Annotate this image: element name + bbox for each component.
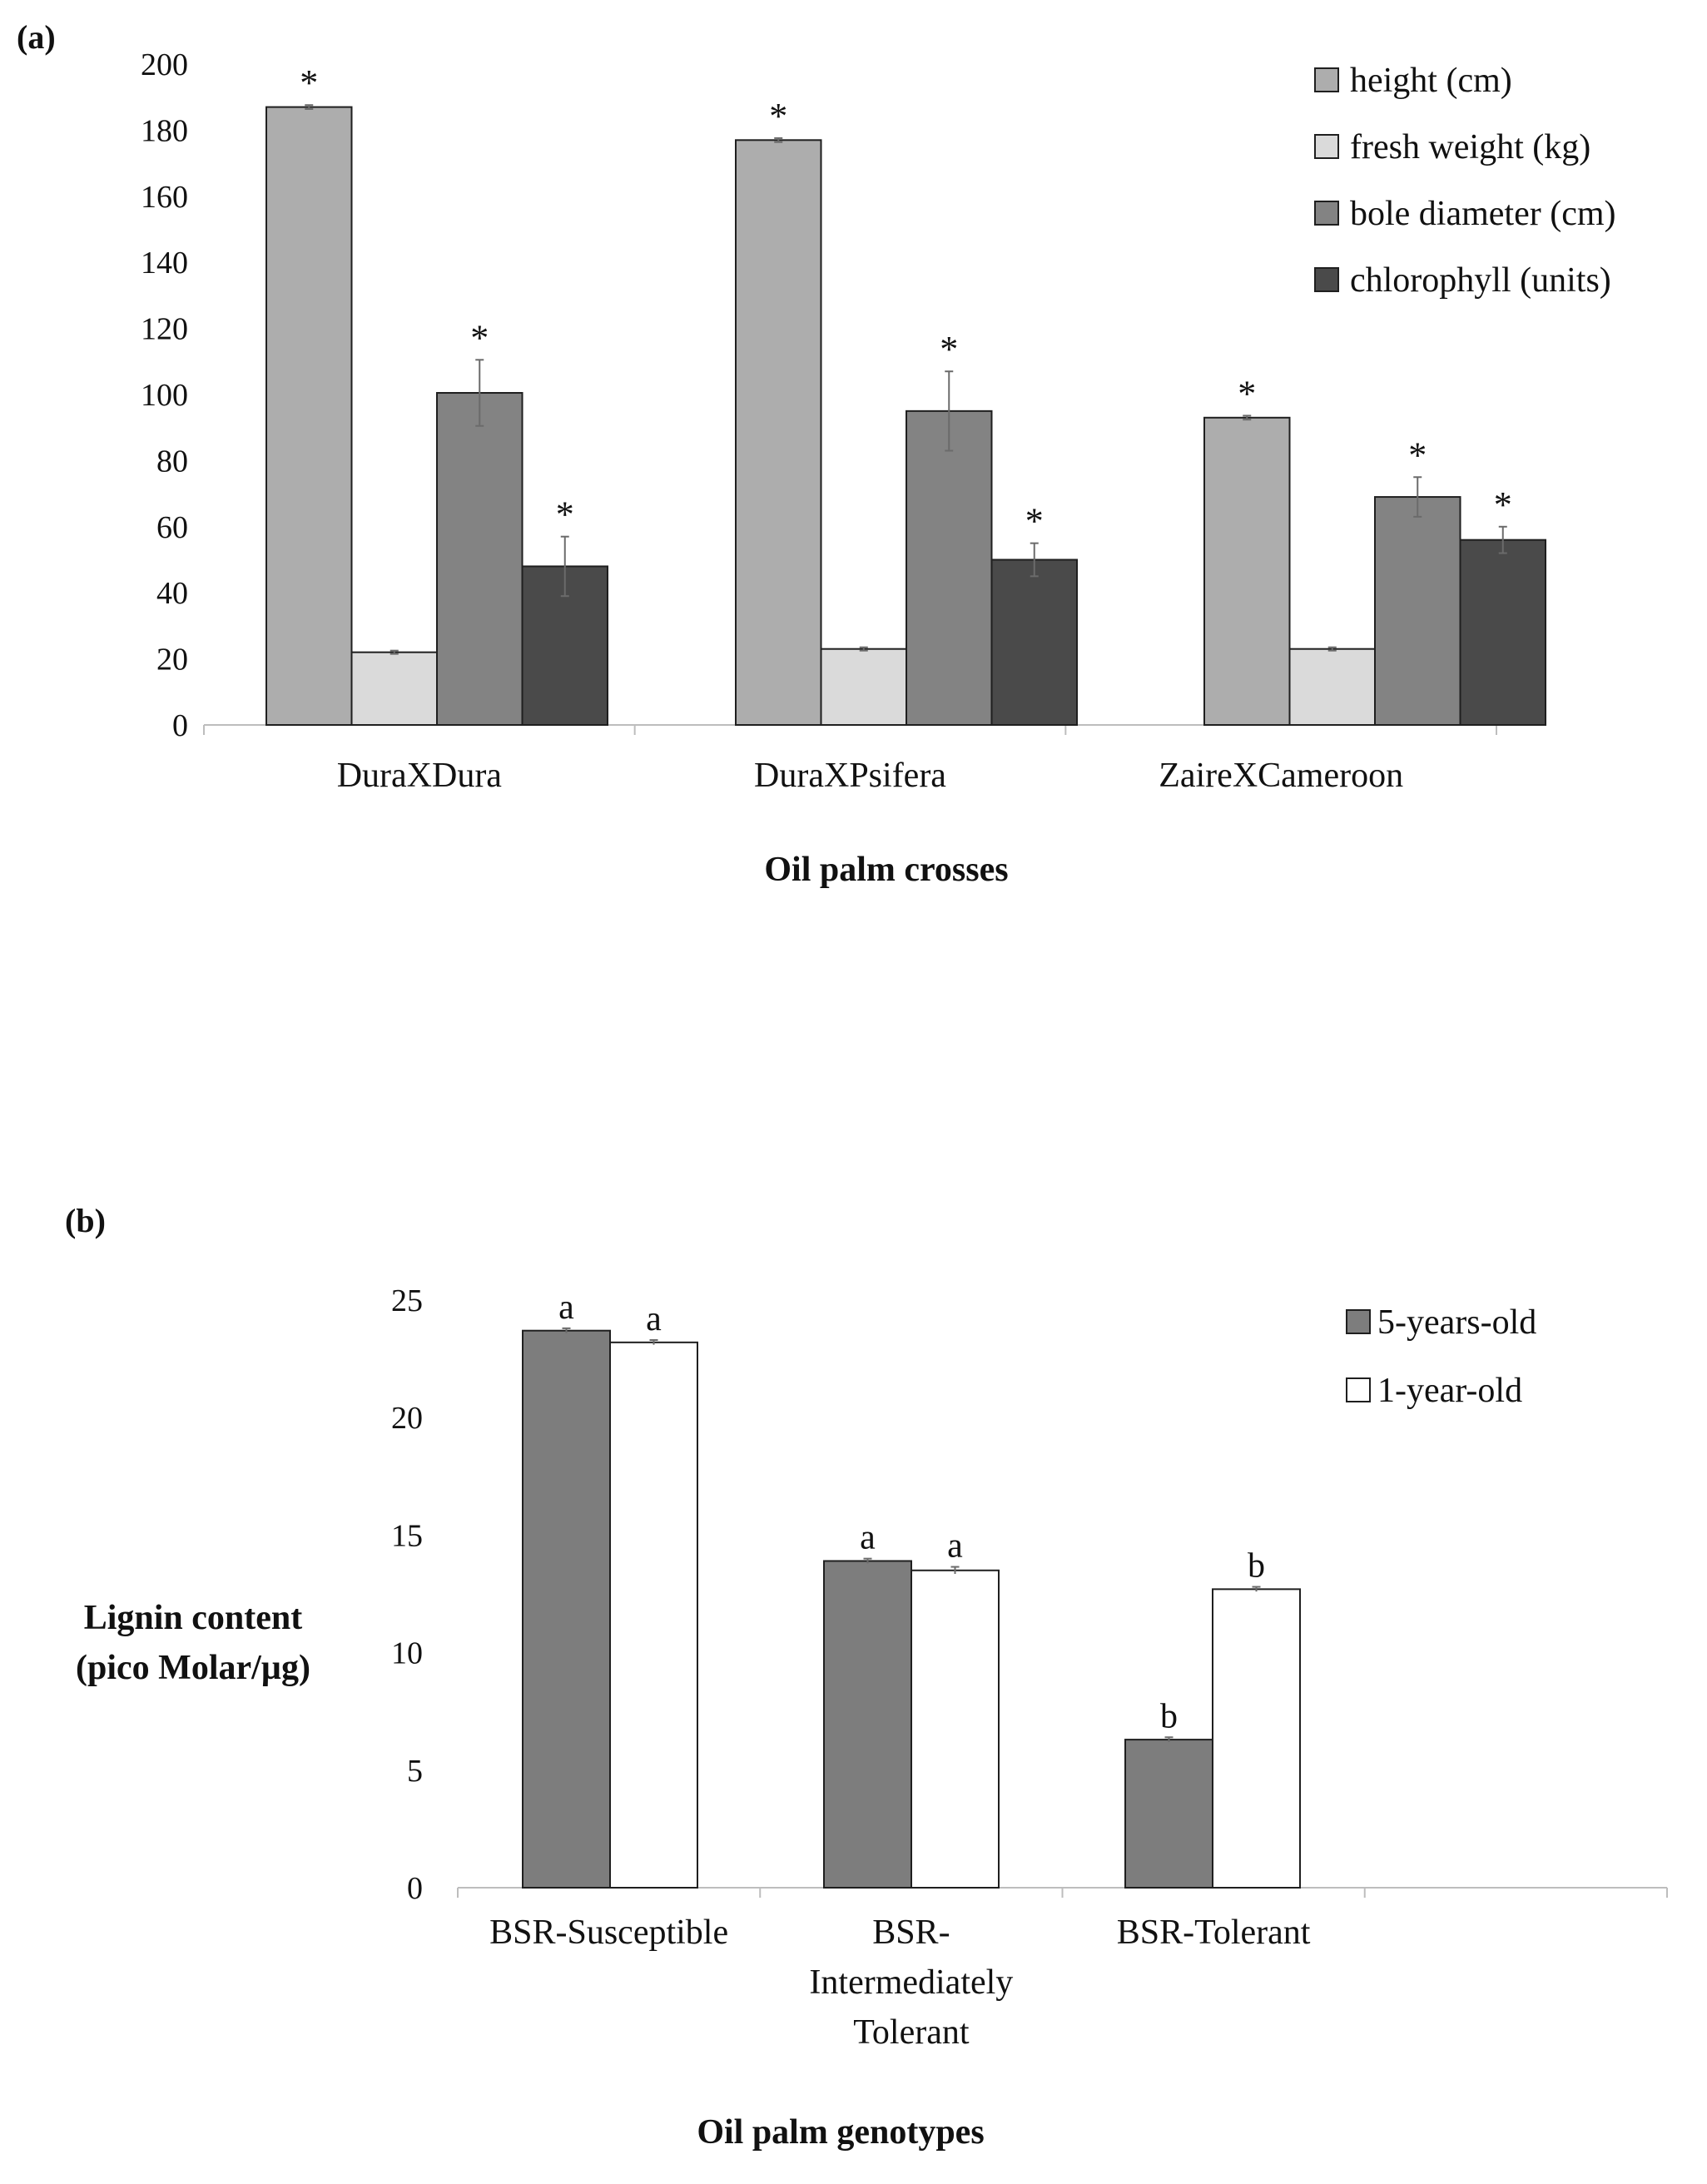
chart-a-y-tick-label: 40 [156, 576, 188, 611]
chart-b-bar [609, 1341, 698, 1889]
chart-a-bar [436, 392, 524, 726]
chart-a-y-tick-label: 60 [156, 510, 188, 545]
chart-b-significance-label: a [947, 1527, 963, 1566]
chart-b-bars: a a b a a b [522, 1288, 1301, 1889]
chart-b: (b) 0 5 10 15 20 25 BSR-Susceptible BSR- Interme… [65, 1202, 1668, 2152]
chart-b-category-label: Intermediately [809, 1963, 1013, 2002]
chart-a-significance-label: * [1408, 434, 1427, 475]
chart-a-significance-label: * [1025, 501, 1044, 542]
chart-a-legend-label: fresh weight (kg) [1350, 128, 1590, 166]
chart-a-legend-swatch [1314, 267, 1339, 292]
chart-a-y-tick-label: 160 [141, 180, 188, 215]
chart-a-axes: 0 20 40 60 80 100 120 140 160 180 200 DuraXDura Dura… [141, 47, 1497, 795]
chart-a-significance-label: * [769, 96, 787, 136]
chart-a-y-tick-label: 20 [156, 643, 188, 678]
chart-a-bar [1459, 539, 1546, 726]
chart-b-y-tick-label: 20 [391, 1401, 423, 1436]
chart-b-legend: 5-years-old 1-year-old [1346, 1303, 1536, 1410]
chart-b-legend-swatch [1346, 1377, 1371, 1402]
chart-b-legend-swatch [1346, 1309, 1371, 1334]
chart-a-y-tick-label: 120 [141, 312, 188, 347]
chart-a-bar [1288, 648, 1376, 726]
chart-a-legend-swatch [1314, 134, 1339, 159]
chart-a-bar [350, 651, 438, 726]
chart-a-x-axis-title: Oil palm crosses [764, 851, 1008, 889]
chart-a-y-tick-label: 100 [141, 378, 188, 413]
chart-a-category-label: DuraXPsifera [754, 757, 946, 795]
chart-a-significance-label: * [300, 62, 318, 103]
chart-b-bar [911, 1569, 1000, 1889]
panel-label-a: (a) [17, 18, 56, 56]
chart-b-significance-label: b [1248, 1547, 1265, 1586]
chart-b-category-label: BSR-Susceptible [489, 1913, 728, 1952]
chart-a-category-label: ZaireXCameroon [1159, 757, 1403, 795]
chart-a-bar [990, 558, 1078, 726]
chart-b-significance-label: a [558, 1288, 574, 1327]
chart-a-category-label: DuraXDura [337, 757, 503, 795]
chart-b-y-tick-label: 10 [391, 1636, 423, 1671]
chart-a-significance-label: * [1494, 484, 1512, 525]
chart-b-legend-label: 1-year-old [1377, 1372, 1522, 1410]
chart-a: (a) 0 20 40 60 80 100 120 140 160 180 200 DuraXDura… [17, 18, 1616, 889]
chart-b-category-label: BSR-Tolerant [1117, 1913, 1311, 1952]
chart-a-legend: height (cm) fresh weight (kg) bole diamete… [1314, 62, 1616, 300]
chart-b-significance-label: b [1160, 1697, 1178, 1735]
chart-b-bar [1212, 1588, 1301, 1889]
chart-a-significance-label: * [556, 494, 574, 535]
chart-a-bar [906, 410, 993, 726]
chart-b-axes: 0 5 10 15 20 25 BSR-Susceptible BSR- Intermediat… [391, 1283, 1668, 2052]
chart-b-significance-label: a [646, 1300, 662, 1338]
chart-b-y-tick-label: 25 [391, 1283, 423, 1318]
panel-label-b: (b) [65, 1202, 106, 1239]
chart-a-bar [1203, 416, 1291, 726]
chart-a-y-tick-label: 200 [141, 47, 188, 82]
chart-b-significance-label: a [860, 1519, 876, 1557]
chart-a-legend-swatch [1314, 67, 1339, 92]
chart-b-y-tick-label: 0 [407, 1871, 423, 1906]
chart-b-category-label: Tolerant [853, 2013, 970, 2052]
chart-b-legend-label: 5-years-old [1377, 1303, 1536, 1342]
chart-b-y-tick-label: 5 [407, 1754, 423, 1789]
chart-a-significance-label: * [940, 329, 958, 370]
chart-a-significance-label: * [470, 317, 489, 358]
chart-a-bar [820, 648, 907, 726]
chart-a-bar [265, 106, 353, 727]
chart-a-bar [1374, 496, 1461, 726]
chart-a-bars: * * * * * * * * * [265, 62, 1546, 727]
chart-b-bar [522, 1329, 611, 1889]
chart-a-y-tick-label: 80 [156, 444, 188, 479]
chart-b-x-axis-title: Oil palm genotypes [697, 2113, 984, 2152]
chart-a-y-tick-label: 0 [172, 708, 188, 743]
chart-a-legend-label: height (cm) [1350, 62, 1512, 100]
chart-b-y-axis-title-line-1: Lignin content [84, 1599, 303, 1637]
chart-b-category-label: BSR- [872, 1913, 950, 1952]
chart-a-y-tick-label: 140 [141, 246, 188, 280]
chart-a-significance-label: * [1238, 373, 1256, 414]
chart-a-legend-label: chlorophyll (units) [1350, 261, 1611, 300]
chart-b-bar [823, 1560, 912, 1889]
chart-a-legend-swatch [1314, 201, 1339, 226]
chart-b-y-tick-label: 15 [391, 1518, 423, 1553]
chart-a-y-tick-label: 180 [141, 113, 188, 148]
chart-b-y-axis-title-line-2: (pico Molar/µg) [76, 1649, 310, 1687]
chart-b-bar [1124, 1739, 1213, 1889]
chart-a-bar [735, 139, 822, 726]
chart-a-legend-label: bole diameter (cm) [1350, 195, 1616, 233]
